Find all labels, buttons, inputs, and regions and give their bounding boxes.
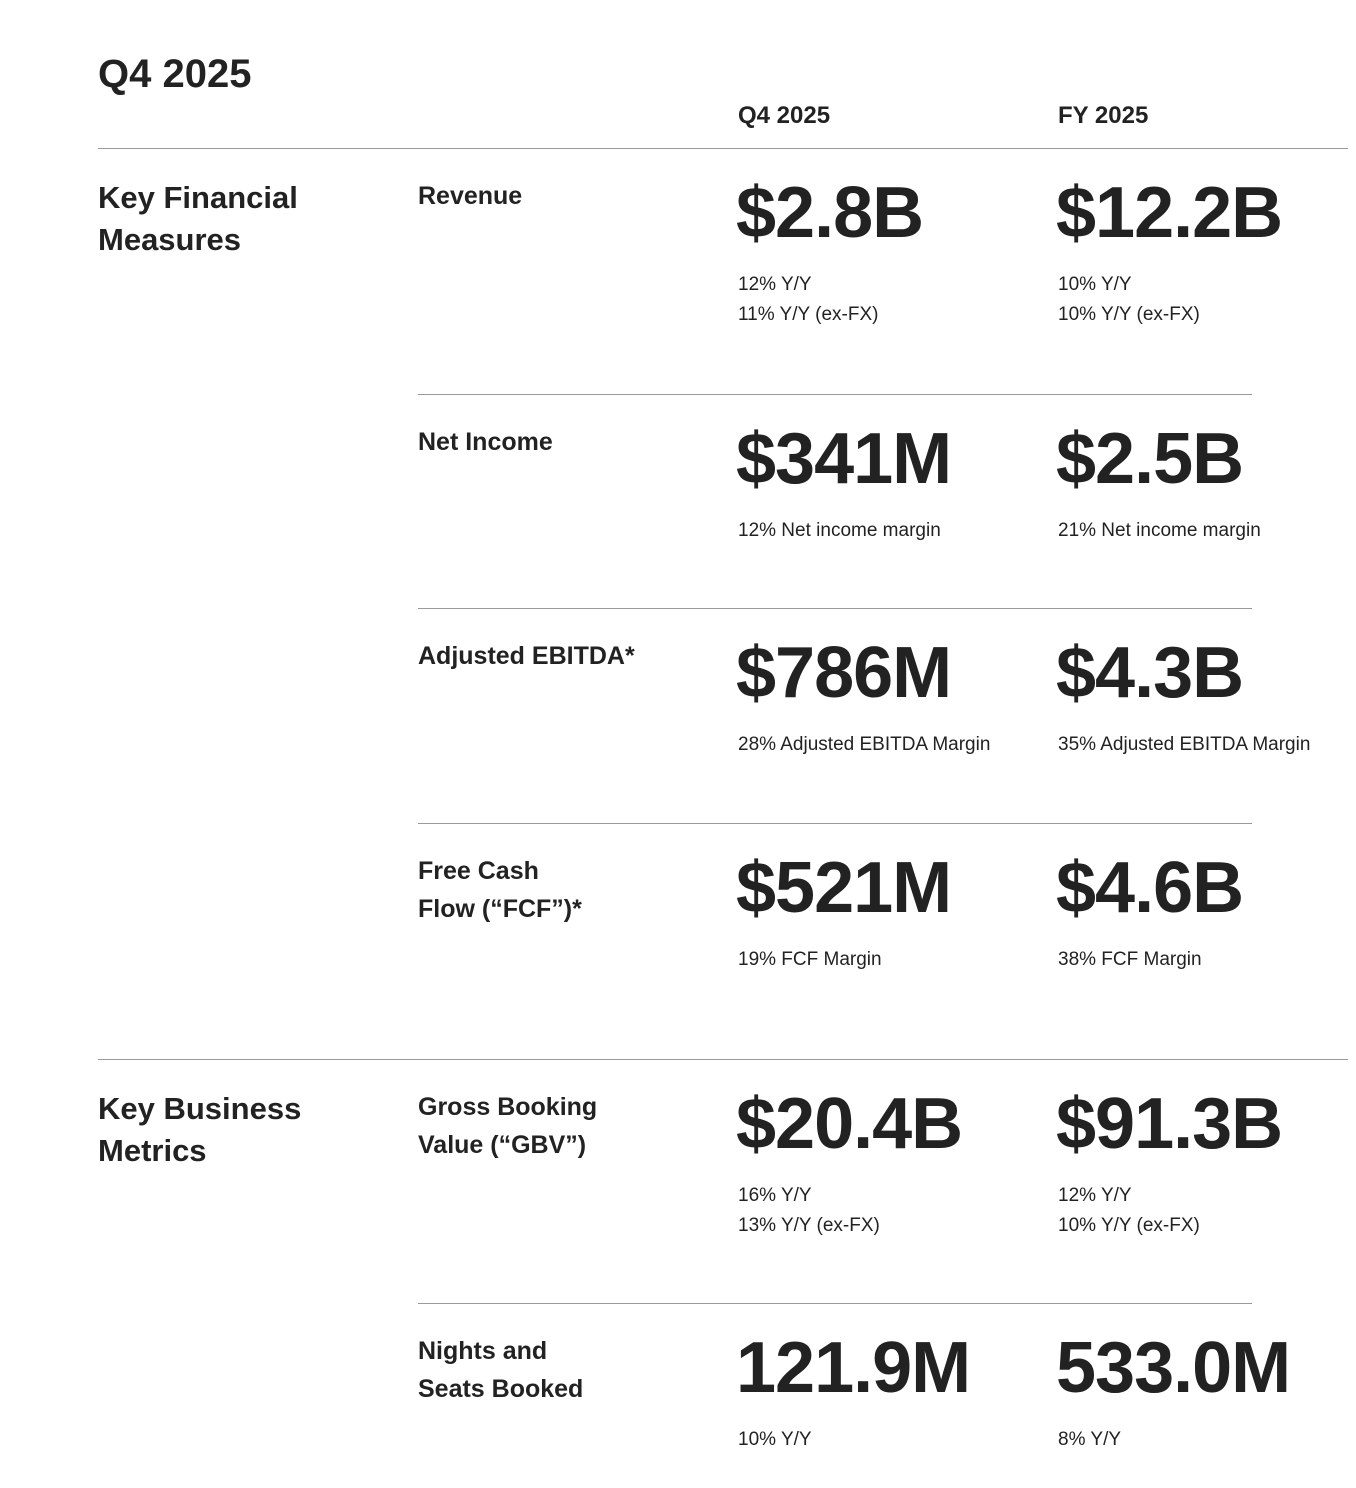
- column-header: Q4 2025: [738, 102, 831, 129]
- metric-note: 10% Y/Y (ex-FX): [1058, 1215, 1200, 1236]
- metric-note: 12% Y/Y: [738, 274, 812, 295]
- metric-note: 8% Y/Y: [1058, 1429, 1122, 1450]
- metric-value: $521M: [736, 848, 952, 928]
- metric-value: $91.3B: [1056, 1084, 1283, 1164]
- page-title: Q4 2025: [98, 52, 252, 96]
- row-divider: [418, 1303, 1252, 1304]
- metric-note: 10% Y/Y: [738, 1429, 812, 1450]
- metric-value: 121.9M: [736, 1328, 971, 1408]
- metric-value: $2.8B: [736, 173, 924, 253]
- metric-note: 21% Net income margin: [1058, 520, 1261, 541]
- metric-value: $2.5B: [1056, 419, 1244, 499]
- metric-note: 10% Y/Y: [1058, 274, 1132, 295]
- metric-note: 19% FCF Margin: [738, 949, 882, 970]
- metric-note: 12% Y/Y: [1058, 1185, 1132, 1206]
- metric-note: 11% Y/Y (ex-FX): [738, 304, 879, 325]
- row-label: Gross Booking Value (“GBV”): [418, 1093, 598, 1159]
- metric-value: $4.3B: [1056, 633, 1244, 713]
- metric-value: 533.0M: [1056, 1328, 1291, 1408]
- row-label: Adjusted EBITDA*: [418, 642, 635, 670]
- metric-value: $4.6B: [1056, 848, 1244, 928]
- metric-value: $12.2B: [1056, 173, 1283, 253]
- row-divider: [418, 608, 1252, 609]
- section-divider: [98, 1059, 1348, 1060]
- metric-note: 12% Net income margin: [738, 520, 941, 541]
- metric-note: 16% Y/Y: [738, 1185, 812, 1206]
- metric-note: 38% FCF Margin: [1058, 949, 1202, 970]
- metric-note: 28% Adjusted EBITDA Margin: [738, 734, 991, 755]
- row-divider: [418, 823, 1252, 824]
- metric-value: $20.4B: [736, 1084, 963, 1164]
- row-label: Nights and Seats Booked: [418, 1337, 584, 1403]
- row-label: Revenue: [418, 182, 523, 210]
- column-header: FY 2025: [1058, 102, 1149, 129]
- row-divider: [418, 394, 1252, 395]
- row-label: Net Income: [418, 428, 553, 456]
- metric-note: 10% Y/Y (ex-FX): [1058, 304, 1200, 325]
- section-title: Key Business Metrics: [98, 1091, 302, 1168]
- section-title: Key Financial Measures: [98, 180, 298, 257]
- metric-note: 35% Adjusted EBITDA Margin: [1058, 734, 1311, 755]
- row-label: Free Cash Flow (“FCF”)*: [418, 857, 582, 923]
- metric-note: 13% Y/Y (ex-FX): [738, 1215, 880, 1236]
- section-divider: [98, 148, 1348, 149]
- metric-value: $786M: [736, 633, 952, 713]
- metric-value: $341M: [736, 419, 952, 499]
